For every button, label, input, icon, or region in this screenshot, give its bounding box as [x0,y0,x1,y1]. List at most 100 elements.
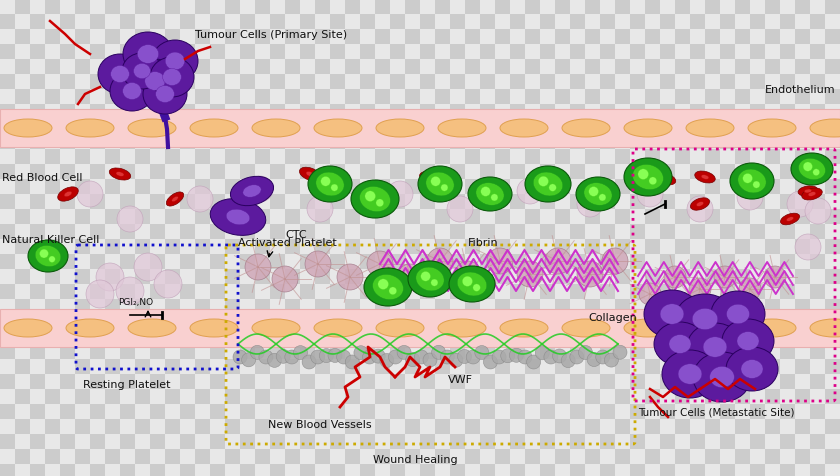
Bar [225,329,240,344]
Bar [495,60,510,75]
Bar [150,284,165,299]
Bar [105,209,120,225]
Circle shape [466,350,480,364]
Bar [450,105,465,120]
Bar [105,329,120,344]
Bar [360,60,375,75]
Circle shape [449,354,463,367]
Bar [675,419,690,434]
Text: New Blood Vessels: New Blood Vessels [268,419,371,429]
Bar [15,149,30,165]
Bar [720,135,735,149]
Bar [765,135,780,149]
Bar [780,329,795,344]
Bar [165,135,180,149]
Bar [570,149,585,165]
Bar [660,269,675,284]
Bar [330,344,345,359]
Bar [330,464,345,476]
Ellipse shape [726,347,778,391]
Bar [570,404,585,419]
Bar [720,179,735,195]
Bar [495,269,510,284]
Bar [405,255,420,269]
Bar [0,90,15,105]
Bar [435,149,450,165]
Bar [240,195,255,209]
Bar [420,165,435,179]
Bar [630,299,645,314]
Bar [165,284,180,299]
Bar [375,149,390,165]
Bar [420,374,435,389]
Bar [105,149,120,165]
Bar [240,90,255,105]
Circle shape [687,197,713,223]
Bar [255,75,270,90]
Bar [90,449,105,464]
Bar [570,344,585,359]
Ellipse shape [143,75,187,115]
Bar [165,149,180,165]
Bar [420,75,435,90]
Bar [330,269,345,284]
Bar [690,60,705,75]
Bar [90,374,105,389]
Bar [0,449,15,464]
Bar [600,90,615,105]
Bar [810,105,825,120]
Bar [495,314,510,329]
Bar [825,314,840,329]
Bar [330,195,345,209]
Bar [30,75,45,90]
Bar [285,30,300,45]
Bar [120,449,135,464]
Bar [585,374,600,389]
Bar [450,179,465,195]
Bar [60,60,75,75]
Bar [75,314,90,329]
Bar [360,434,375,449]
Bar [15,434,30,449]
Bar [300,15,315,30]
Circle shape [596,350,610,364]
Bar [675,75,690,90]
Bar [705,434,720,449]
Bar [540,389,555,404]
Bar [330,15,345,30]
Bar [420,135,435,149]
Bar [435,209,450,225]
Bar [255,209,270,225]
Bar [150,75,165,90]
Bar [750,464,765,476]
Bar [540,434,555,449]
Bar [180,434,195,449]
Bar [450,299,465,314]
Text: Activated Platelet: Activated Platelet [238,238,337,248]
Bar [30,0,45,15]
Bar [480,209,495,225]
Bar [660,45,675,60]
Bar [510,314,525,329]
Bar [630,30,645,45]
Bar [615,255,630,269]
Bar [675,30,690,45]
Bar [630,314,645,329]
Circle shape [276,349,290,364]
Bar [630,225,645,239]
Bar [615,299,630,314]
Bar [240,225,255,239]
Bar [480,225,495,239]
Bar [570,255,585,269]
Bar [375,269,390,284]
Bar [300,314,315,329]
Bar [495,0,510,15]
Bar [180,0,195,15]
Bar [825,30,840,45]
Bar [315,359,330,374]
Circle shape [509,348,523,363]
Bar [375,209,390,225]
Bar [0,149,15,165]
Bar [225,195,240,209]
Bar [780,314,795,329]
